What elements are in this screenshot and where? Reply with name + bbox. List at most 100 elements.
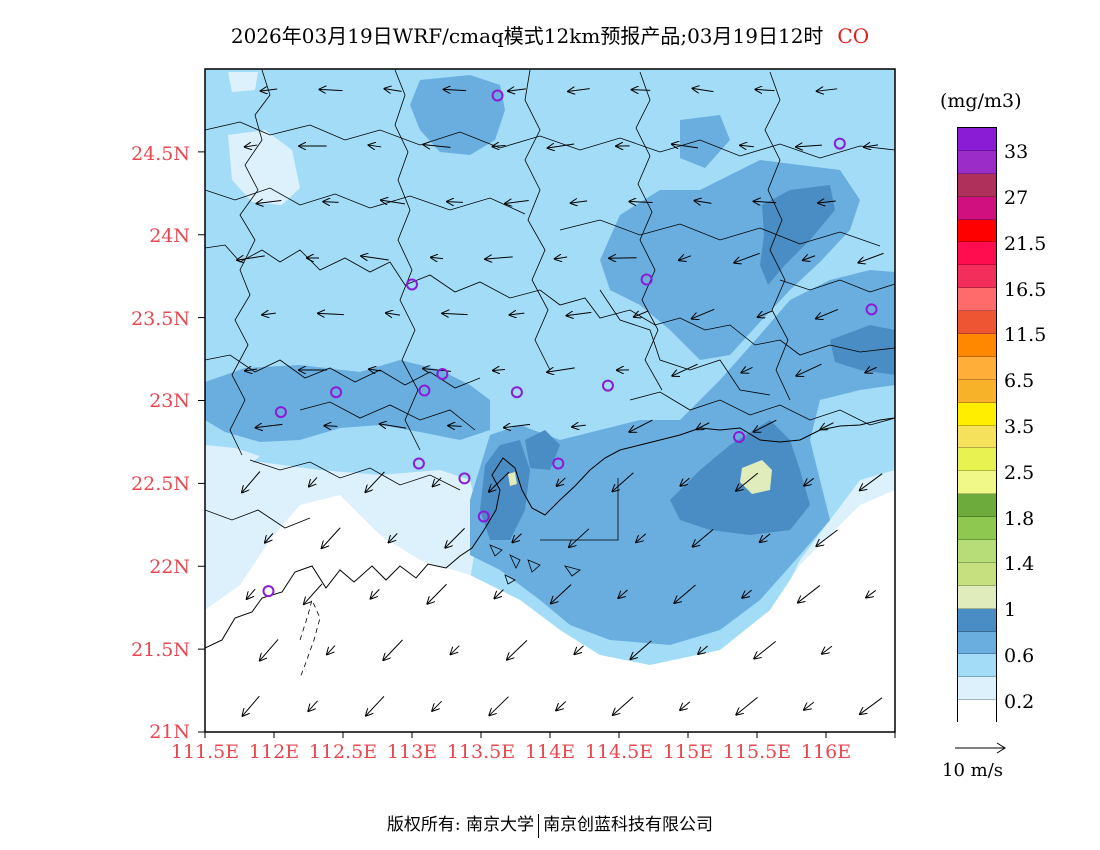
legend-color-cell <box>958 677 996 701</box>
wind-arrow <box>820 422 834 430</box>
coastline <box>205 417 895 649</box>
wind-arrow <box>796 363 822 376</box>
wind-arrow <box>324 426 338 427</box>
wind-arrow <box>505 201 529 204</box>
legend-color-cell <box>958 631 996 655</box>
monitoring-station-marker <box>274 406 287 419</box>
company-text: 南京创蓝科技有限公司 <box>543 815 714 835</box>
x-tick-label: 115.5E <box>722 741 792 763</box>
x-tick-label: 116E <box>800 741 852 763</box>
legend-color-cell <box>958 265 996 289</box>
monitoring-station-marker <box>330 386 343 399</box>
wind-arrow <box>431 257 444 258</box>
legend-label: 27 <box>1004 187 1029 209</box>
wind-arrow <box>323 202 339 203</box>
wind-arrow <box>567 312 592 315</box>
legend-unit: (mg/m3) <box>940 90 1022 112</box>
wind-arrow <box>556 701 567 711</box>
wind-arrow <box>371 589 380 598</box>
wind-arrow <box>612 472 634 492</box>
wind-arrow <box>796 145 822 147</box>
wind-arrow <box>613 696 634 715</box>
footer-credits: 版权所有: 南京大学 南京创蓝科技有限公司 <box>0 810 1100 838</box>
legend-color-cell <box>958 471 996 495</box>
field-1-0-east <box>670 420 810 535</box>
wind-arrow <box>261 89 278 91</box>
field-0-6-west-band <box>205 360 490 442</box>
wind-arrow <box>366 696 385 715</box>
wind-arrow <box>260 639 279 660</box>
monitoring-station-marker <box>491 89 504 102</box>
legend-color-cell <box>958 585 996 609</box>
legend-label: 16.5 <box>1004 279 1047 301</box>
field-0-6-north <box>410 75 505 155</box>
wind-arrow <box>493 370 505 371</box>
x-tick-label: 112.5E <box>308 741 378 763</box>
wind-arrow <box>858 252 884 262</box>
wind-arrow <box>512 533 522 543</box>
legend-label: 1.4 <box>1004 553 1035 575</box>
wind-arrow <box>423 145 451 148</box>
wind-arrow <box>817 89 838 91</box>
x-tick-label: 113.5E <box>446 741 516 763</box>
legend-label: 6.5 <box>1004 370 1035 392</box>
x-tick-label: 112E <box>248 741 300 763</box>
wind-arrow <box>631 640 652 659</box>
wind-arrow <box>741 367 753 372</box>
legend-color-cell <box>958 356 996 380</box>
wind-arrow <box>551 584 572 604</box>
wind-arrow <box>569 528 590 547</box>
wind-arrow <box>755 89 775 90</box>
wind-arrow <box>760 533 771 542</box>
wind-arrow <box>507 639 528 659</box>
field-low-north-top <box>228 72 258 92</box>
wind-arrow <box>451 645 460 655</box>
y-tick-label: 24N <box>149 225 190 247</box>
wind-arrow <box>384 89 402 92</box>
wind-arrow <box>803 256 816 261</box>
monitoring-station-marker <box>406 278 418 291</box>
wind-arrow <box>255 424 283 427</box>
y-tick-label: 23N <box>149 390 190 412</box>
y-tick-label: 24.5N <box>131 143 190 165</box>
legend-color-cell <box>958 311 996 335</box>
reference-wind-label: 10 m/s <box>942 760 1003 781</box>
station-markers <box>262 89 878 598</box>
wind-arrow <box>860 473 883 491</box>
wind-arrow <box>572 425 586 427</box>
wind-arrow <box>860 697 883 714</box>
wind-arrow <box>557 477 566 486</box>
wind-arrow <box>547 368 575 372</box>
legend-color-cell <box>958 540 996 563</box>
field-1-4-hotspot-east <box>740 460 772 494</box>
wind-arrow <box>389 533 398 542</box>
footer-divider <box>538 813 540 838</box>
field-1-0-north-east <box>760 185 835 285</box>
y-tick-label: 23.5N <box>131 308 190 330</box>
field-clean-ocean <box>205 490 895 732</box>
wind-arrow <box>245 369 257 371</box>
wind-arrow <box>427 583 447 604</box>
wind-arrow <box>433 477 442 487</box>
wind-arrow <box>489 696 509 716</box>
legend-label: 33 <box>1004 141 1029 163</box>
legend-label: 1.8 <box>1004 508 1035 530</box>
wind-arrow <box>865 367 877 372</box>
wind-arrow <box>693 528 714 546</box>
wind-arrow <box>504 424 531 427</box>
legend-label: 2.5 <box>1004 462 1035 484</box>
wind-arrow <box>247 588 256 599</box>
boundaries <box>205 69 895 679</box>
monitoring-station-marker <box>510 386 523 399</box>
x-tick-label: 111.5E <box>170 741 240 763</box>
wind-arrow <box>494 589 504 599</box>
x-tick-label: 114.5E <box>584 741 654 763</box>
monitoring-station-marker <box>412 457 425 470</box>
wind-arrow <box>574 645 584 654</box>
x-tick-label: 114E <box>524 741 576 763</box>
wind-arrow <box>383 639 403 660</box>
wind-arrow <box>629 419 653 432</box>
legend-color-cell <box>958 448 996 472</box>
wind-arrow <box>672 363 698 376</box>
